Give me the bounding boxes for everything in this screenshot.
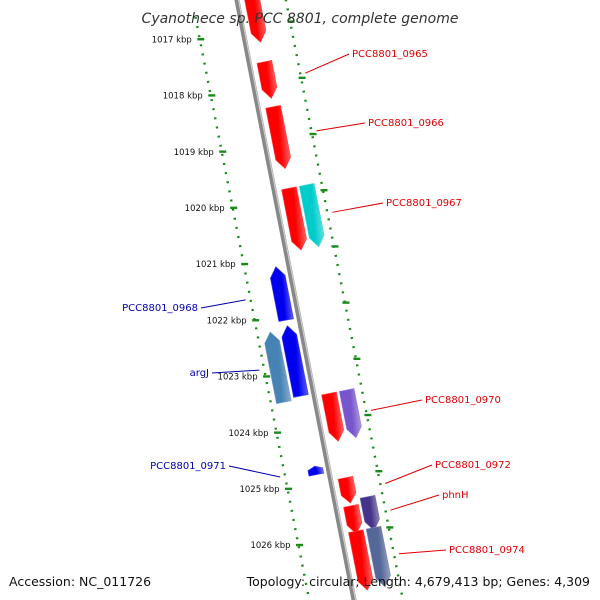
gene-feature	[270, 266, 294, 322]
gene-label-leader	[200, 299, 246, 309]
map-layer: 1017 kbp 1018 kbp 1019 kbp 1020 kbp 1021 kbp…	[122, 0, 525, 600]
gene-label-leader	[316, 122, 366, 132]
gene-label: PCC8801_0970	[425, 395, 501, 406]
gene-label-leader	[305, 53, 350, 74]
genome-backbone	[234, 0, 357, 600]
gene-label: phnH	[442, 490, 469, 501]
gene-feature	[244, 0, 267, 43]
plus-strand-tick-track	[284, 0, 404, 596]
kbp-tick-label: 1019 kbp	[174, 148, 214, 158]
kbp-tick-label: 1025 kbp	[239, 485, 279, 495]
gene-feature	[281, 186, 307, 251]
gene-label-leader	[211, 369, 260, 374]
gene-label-leader	[228, 465, 281, 478]
kbp-tick-label: 1018 kbp	[163, 92, 203, 102]
gene-label: PCC8801_0971	[150, 461, 226, 472]
gene-label: PCC8801_0974	[449, 545, 525, 556]
gene-feature	[321, 391, 345, 442]
map-title: Cyanothece sp. PCC 8801, complete genome	[142, 11, 459, 27]
gene-feature	[337, 475, 357, 504]
gene-label: PCC8801_0968	[122, 303, 198, 314]
gene-feature	[256, 60, 278, 99]
kbp-tick-label: 1021 kbp	[196, 260, 236, 270]
gene-label: PCC8801_0972	[435, 460, 511, 471]
gene-label: PCC8801_0967	[386, 198, 462, 209]
gene-feature	[298, 183, 325, 248]
kbp-tick-label: 1026 kbp	[250, 541, 290, 551]
gene-feature	[338, 388, 362, 439]
kbp-tick-label: 1023 kbp	[218, 373, 258, 383]
kbp-tick-label: 1017 kbp	[152, 35, 192, 45]
gene-label-leader	[390, 494, 440, 511]
gene-feature	[281, 325, 309, 398]
gene-label: argJ	[190, 368, 209, 379]
gene-feature	[343, 504, 363, 535]
gene-label-leader	[398, 549, 447, 555]
gene-label: PCC8801_0965	[352, 49, 428, 60]
minus-strand-tick-track	[194, 16, 311, 600]
gene-feature	[264, 331, 292, 405]
gene-feature	[348, 529, 374, 591]
kbp-tick-label: 1022 kbp	[207, 316, 247, 326]
kbp-tick-label: 1020 kbp	[185, 204, 225, 214]
gene-label: PCC8801_0966	[368, 118, 444, 129]
gene-feature	[265, 105, 291, 170]
genome-stats-text: Topology: circular; Length: 4,679,413 bp…	[246, 574, 590, 589]
gene-feature	[365, 525, 391, 588]
gene-label-leader	[370, 399, 423, 411]
genome-backbone-highlight	[237, 0, 357, 600]
gene-label-leader	[385, 464, 433, 484]
accession-text: Accession: NC_011726	[9, 574, 151, 589]
kbp-tick-label: 1024 kbp	[229, 429, 269, 439]
gene-feature	[307, 465, 325, 477]
gene-feature	[359, 494, 380, 531]
gene-label-leader	[332, 202, 384, 213]
